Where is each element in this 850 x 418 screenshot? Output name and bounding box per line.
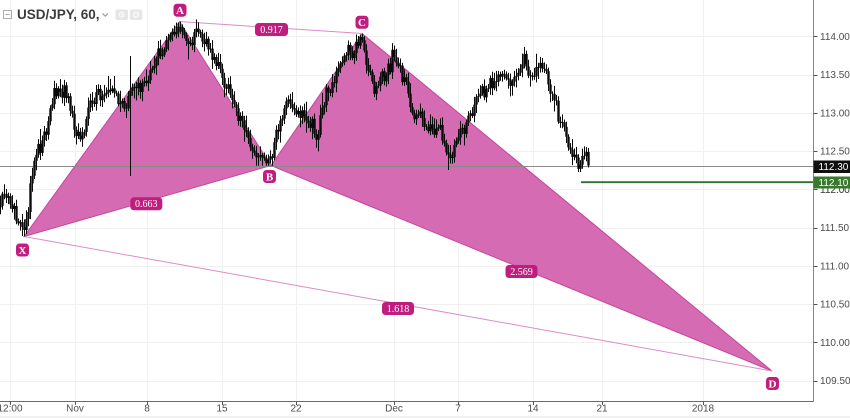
svg-text:112.00: 112.00 — [820, 185, 850, 196]
svg-text:110.50: 110.50 — [820, 300, 850, 311]
svg-text:112.50: 112.50 — [820, 147, 850, 158]
svg-text:112.30: 112.30 — [819, 162, 849, 173]
svg-text:1.618: 1.618 — [387, 304, 410, 315]
svg-text:B: B — [266, 171, 274, 183]
svg-text:A: A — [176, 5, 184, 17]
svg-text:14: 14 — [527, 404, 539, 415]
svg-text:112.10: 112.10 — [819, 178, 849, 189]
svg-text:22: 22 — [290, 404, 302, 415]
svg-text:2.569: 2.569 — [510, 267, 533, 278]
svg-text:0.917: 0.917 — [260, 25, 283, 36]
svg-text:2018: 2018 — [692, 404, 715, 415]
svg-text:0.663: 0.663 — [135, 199, 158, 210]
svg-text:21: 21 — [596, 404, 608, 415]
svg-text:111.50: 111.50 — [820, 223, 850, 234]
svg-text:Dec: Dec — [385, 404, 403, 415]
svg-text:X: X — [19, 245, 27, 257]
svg-text:15: 15 — [216, 404, 228, 415]
svg-text:USD/JPY, 60,: USD/JPY, 60, — [17, 7, 100, 22]
svg-text:114.00: 114.00 — [820, 32, 850, 43]
svg-text:112.00: 112.00 — [820, 185, 850, 196]
svg-text:113.50: 113.50 — [820, 70, 850, 81]
svg-text:109.50: 109.50 — [820, 376, 850, 387]
svg-text:111.00: 111.00 — [820, 261, 850, 272]
svg-text:Nov: Nov — [66, 404, 84, 415]
svg-text:7: 7 — [455, 404, 461, 415]
svg-text:113.00: 113.00 — [820, 108, 850, 119]
svg-text:8: 8 — [144, 404, 150, 415]
svg-text:110.00: 110.00 — [820, 338, 850, 349]
svg-text:C: C — [358, 17, 366, 29]
svg-text:12:00: 12:00 — [0, 404, 23, 415]
svg-text:D: D — [769, 378, 777, 390]
